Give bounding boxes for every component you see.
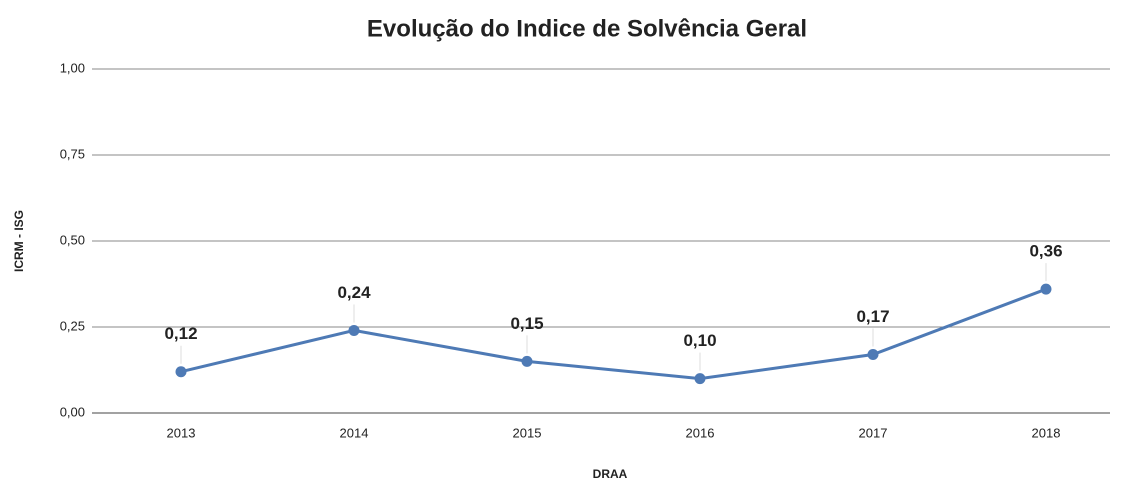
x-tick-label: 2017 (859, 425, 888, 440)
data-label: 0,24 (337, 283, 371, 302)
x-axis-title: DRAA (593, 467, 628, 481)
y-tick-label: 0,00 (60, 404, 85, 419)
y-tick-label: 0,75 (60, 146, 85, 161)
x-tick-label: 2013 (167, 425, 196, 440)
x-tick-label: 2015 (513, 425, 542, 440)
data-label: 0,12 (164, 324, 197, 343)
y-tick-label: 0,50 (60, 232, 85, 247)
data-label: 0,36 (1029, 242, 1062, 261)
line (180, 287, 1047, 381)
y-tick-label: 0,25 (60, 318, 85, 333)
data-label: 0,17 (856, 307, 889, 326)
point (867, 349, 879, 361)
point (1040, 283, 1052, 295)
x-tick-label: 2016 (686, 425, 715, 440)
point (521, 355, 533, 367)
data-label: 0,15 (510, 314, 543, 333)
chart-title: Evolução do Indice de Solvência Geral (367, 15, 807, 42)
x-tick-label: 2018 (1032, 425, 1061, 440)
x-tick-label: 2014 (340, 425, 369, 440)
point (348, 324, 360, 336)
data-label: 0,10 (683, 331, 716, 350)
y-axis-title: ICRM - ISG (12, 210, 26, 272)
point (175, 366, 187, 378)
point (694, 373, 706, 385)
y-tick-label: 1,00 (60, 60, 85, 75)
